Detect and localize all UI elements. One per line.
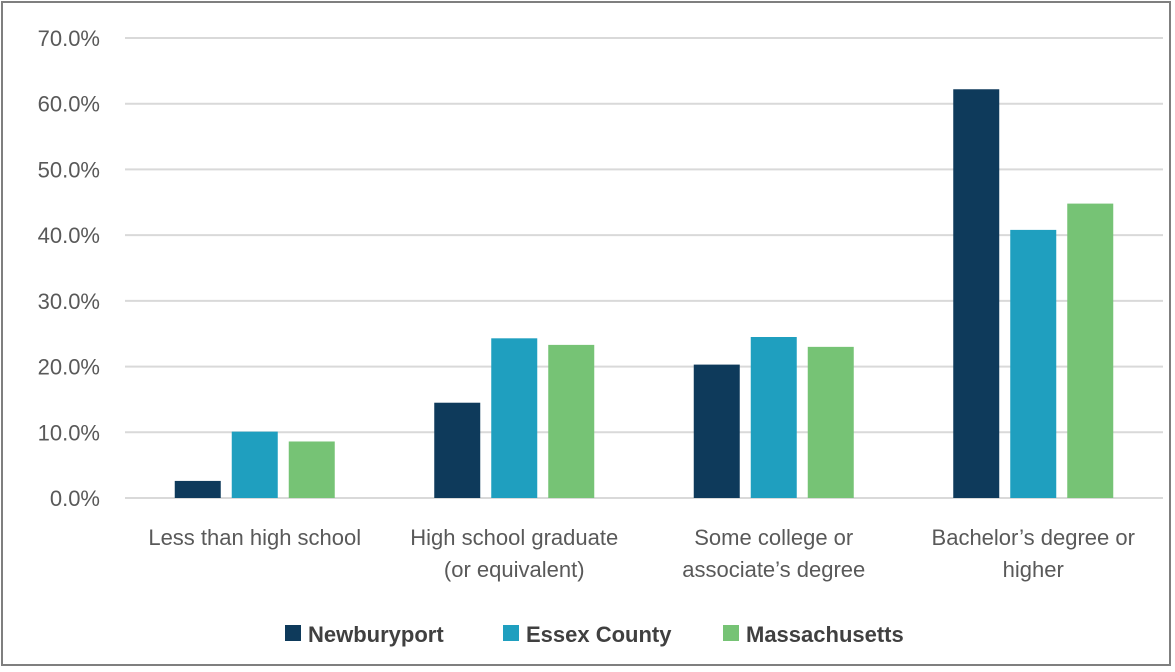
bar-essex-county (491, 338, 538, 498)
bar-essex-county (750, 337, 797, 498)
x-category-label-line: Some college or (694, 525, 853, 550)
x-category-label: Bachelor’s degree or higher (932, 525, 1135, 582)
bar-essex-county (231, 431, 278, 498)
legend-label: Newburyport (308, 622, 444, 647)
x-category-label: Less than high school (148, 525, 361, 550)
y-tick-label: 40.0% (38, 223, 100, 248)
bars (174, 89, 1114, 498)
x-category-label-line: higher (1003, 557, 1064, 582)
x-category-label: High school graduate (or equivalent) (410, 525, 618, 582)
gridlines (125, 37, 1163, 499)
legend-label: Essex County (526, 622, 672, 647)
y-tick-label: 50.0% (38, 157, 100, 182)
bar-massachusetts (288, 441, 335, 498)
x-category-label: Some college or associate’s degree (682, 525, 865, 582)
bar-newburyport (174, 480, 221, 498)
legend-swatch (285, 625, 301, 641)
x-axis-category-labels: Less than high school High school graduat… (148, 525, 1135, 582)
y-tick-label: 0.0% (50, 486, 100, 511)
y-tick-label: 10.0% (38, 420, 100, 445)
bar-massachusetts (1067, 203, 1114, 498)
bar-massachusetts (807, 346, 854, 498)
x-category-label-line: Bachelor’s degree or (932, 525, 1135, 550)
bar-newburyport (953, 89, 1000, 498)
bar-chart: 0.0%10.0%20.0%30.0%40.0%50.0%60.0%70.0% … (38, 26, 1163, 647)
legend-swatch (503, 625, 519, 641)
bar-essex-county (1010, 229, 1057, 498)
bar-newburyport (693, 364, 740, 498)
bar-newburyport (434, 402, 481, 498)
x-category-label-line: (or equivalent) (444, 557, 585, 582)
legend: Newburyport Essex County Massachusetts (285, 622, 904, 647)
legend-swatch (723, 625, 739, 641)
x-category-label-line: High school graduate (410, 525, 618, 550)
bar-massachusetts (548, 344, 595, 498)
x-category-label-line: Less than high school (148, 525, 361, 550)
y-tick-label: 70.0% (38, 26, 100, 51)
legend-label: Massachusetts (746, 622, 904, 647)
y-tick-label: 60.0% (38, 92, 100, 117)
y-axis-tick-labels: 0.0% 10.0% 20.0% 30.0% 40.0% 50.0% 60.0% 70.0% (38, 26, 100, 511)
y-tick-label: 20.0% (38, 355, 100, 380)
y-tick-label: 30.0% (38, 289, 100, 314)
x-category-label-line: associate’s degree (682, 557, 865, 582)
